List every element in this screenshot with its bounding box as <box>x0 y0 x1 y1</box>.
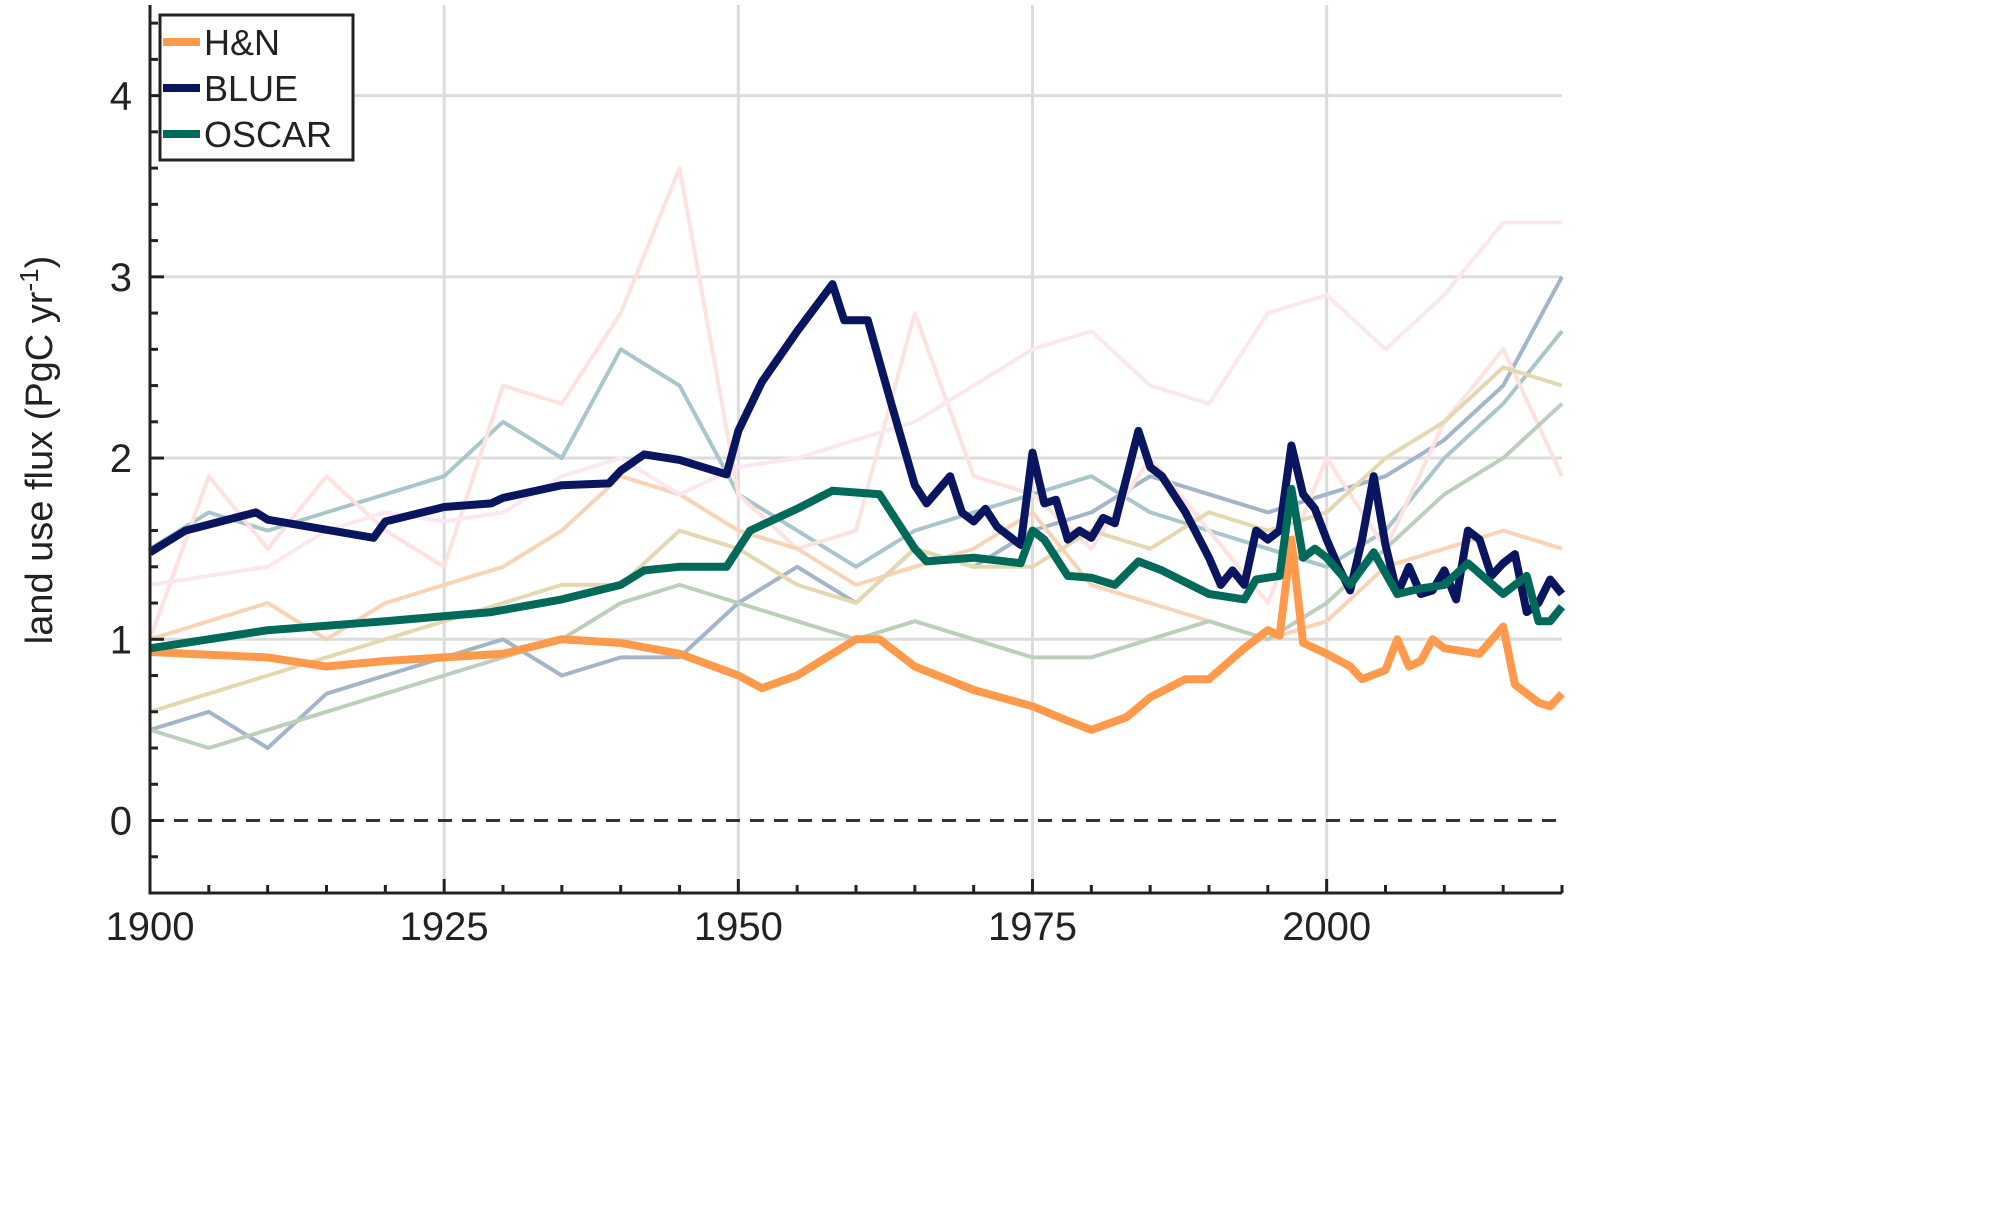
y-tick-label: 0 <box>110 800 132 844</box>
x-tick-label: 1925 <box>400 905 489 949</box>
legend-label: H&N <box>204 22 280 63</box>
y-axis-title: land use flux (PgC yr-1) <box>14 256 61 645</box>
legend-label: BLUE <box>204 68 298 109</box>
gridlines <box>148 5 1562 893</box>
x-tick-label: 1975 <box>988 905 1077 949</box>
axes <box>148 5 1564 895</box>
y-tick-label: 3 <box>110 256 132 300</box>
background-series-line <box>148 329 1564 569</box>
y-tick-label: 1 <box>110 618 132 662</box>
y-tick-label: 4 <box>110 75 132 119</box>
x-tick-label: 1950 <box>694 905 783 949</box>
legend-label: OSCAR <box>204 114 332 155</box>
series-line-hn <box>149 535 1565 734</box>
x-tick-label: 2000 <box>1282 905 1371 949</box>
background-series-line <box>149 275 1564 750</box>
y-tick-label: 2 <box>110 437 132 481</box>
background-series-line <box>148 166 1564 640</box>
background-series <box>148 166 1564 750</box>
series-line-oscar <box>149 484 1566 653</box>
tick-labels: 0 1 2 3 4 1900 1925 1950 1975 2000 <box>106 75 1372 949</box>
background-series-line <box>149 365 1563 714</box>
series-line-blue <box>147 280 1566 617</box>
legend: H&N BLUE OSCAR <box>158 13 355 162</box>
background-series-line <box>149 474 1563 642</box>
background-series-line <box>149 220 1562 587</box>
x-tick-label: 1900 <box>106 905 195 949</box>
main-series <box>147 280 1566 734</box>
